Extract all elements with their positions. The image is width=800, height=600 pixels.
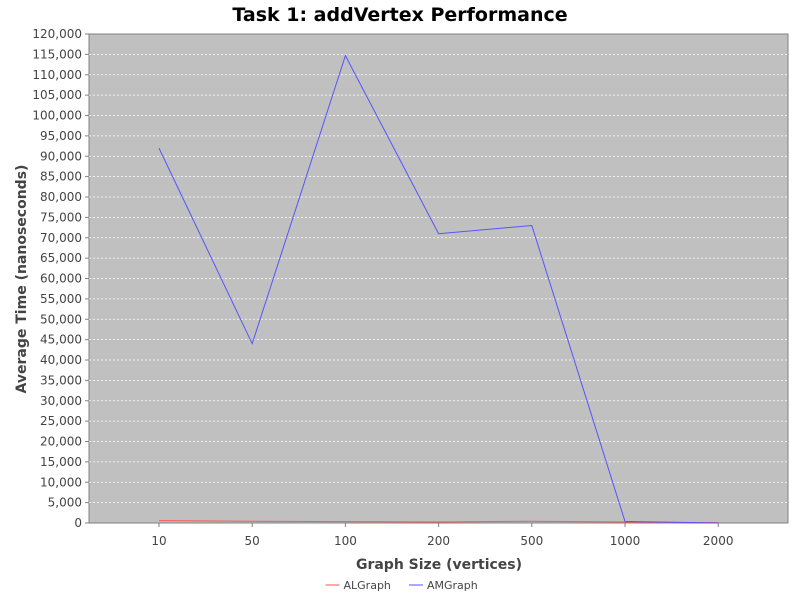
x-tick-label: 500: [520, 534, 543, 548]
y-axis-label: Average Time (nanoseconds): [14, 165, 30, 394]
y-tick-label: 95,000: [40, 129, 82, 143]
y-tick-label: 75,000: [40, 210, 82, 224]
y-tick-label: 55,000: [40, 292, 82, 306]
y-tick-label: 65,000: [40, 251, 82, 265]
y-tick-label: 110,000: [32, 68, 82, 82]
y-tick-label: 120,000: [32, 27, 82, 41]
y-tick-label: 25,000: [40, 414, 82, 428]
y-tick-label: 35,000: [40, 373, 82, 387]
x-tick-label: 200: [427, 534, 450, 548]
y-tick-label: 30,000: [40, 394, 82, 408]
y-tick-label: 85,000: [40, 170, 82, 184]
y-tick-label: 10,000: [40, 475, 82, 489]
y-tick-label: 60,000: [40, 272, 82, 286]
legend: ALGraph AMGraph: [325, 579, 478, 592]
y-tick-label: 105,000: [32, 88, 82, 102]
x-tick-label: 2000: [703, 534, 734, 548]
y-tick-label: 40,000: [40, 353, 82, 367]
y-tick-label: 15,000: [40, 455, 82, 469]
y-tick-label: 5,000: [48, 496, 82, 510]
x-tick-label: 50: [245, 534, 260, 548]
grid-lines: [89, 53, 788, 504]
x-axis: 10 50 100 200 500 1000 2000: [151, 523, 733, 548]
y-axis: 0 5,000 10,000 15,000 20,000 25,000 30,000 35,0…: [32, 27, 89, 530]
series-line-amgraph: [158, 54, 719, 524]
y-tick-label: 100,000: [32, 109, 82, 123]
y-tick-label: 90,000: [40, 149, 82, 163]
series-lines: [158, 54, 719, 524]
chart-title: Task 1: addVertex Performance: [232, 4, 567, 26]
y-tick-label: 50,000: [40, 312, 82, 326]
x-tick-label: 100: [334, 534, 357, 548]
x-tick-label: 10: [151, 534, 166, 548]
x-tick-label: 1000: [610, 534, 641, 548]
series-line-algraph: [158, 520, 719, 524]
legend-label-amgraph: AMGraph: [427, 579, 478, 592]
y-tick-label: 70,000: [40, 231, 82, 245]
x-axis-label: Graph Size (vertices): [356, 557, 522, 573]
y-tick-label: 20,000: [40, 435, 82, 449]
y-tick-label: 115,000: [32, 47, 82, 61]
legend-label-algraph: ALGraph: [344, 579, 391, 592]
y-tick-label: 45,000: [40, 333, 82, 347]
y-tick-label: 80,000: [40, 190, 82, 204]
y-tick-label: 0: [74, 516, 82, 530]
